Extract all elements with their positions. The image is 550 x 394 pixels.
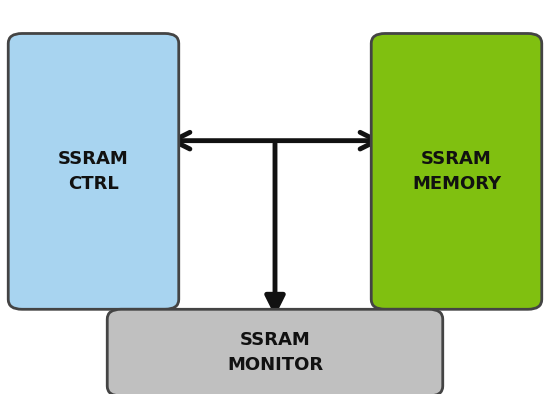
FancyBboxPatch shape <box>107 309 443 394</box>
Text: SSRAM
MONITOR: SSRAM MONITOR <box>227 331 323 374</box>
FancyBboxPatch shape <box>371 33 542 309</box>
FancyBboxPatch shape <box>8 33 179 309</box>
Text: SSRAM
CTRL: SSRAM CTRL <box>58 150 129 193</box>
Text: SSRAM
MEMORY: SSRAM MEMORY <box>412 150 501 193</box>
